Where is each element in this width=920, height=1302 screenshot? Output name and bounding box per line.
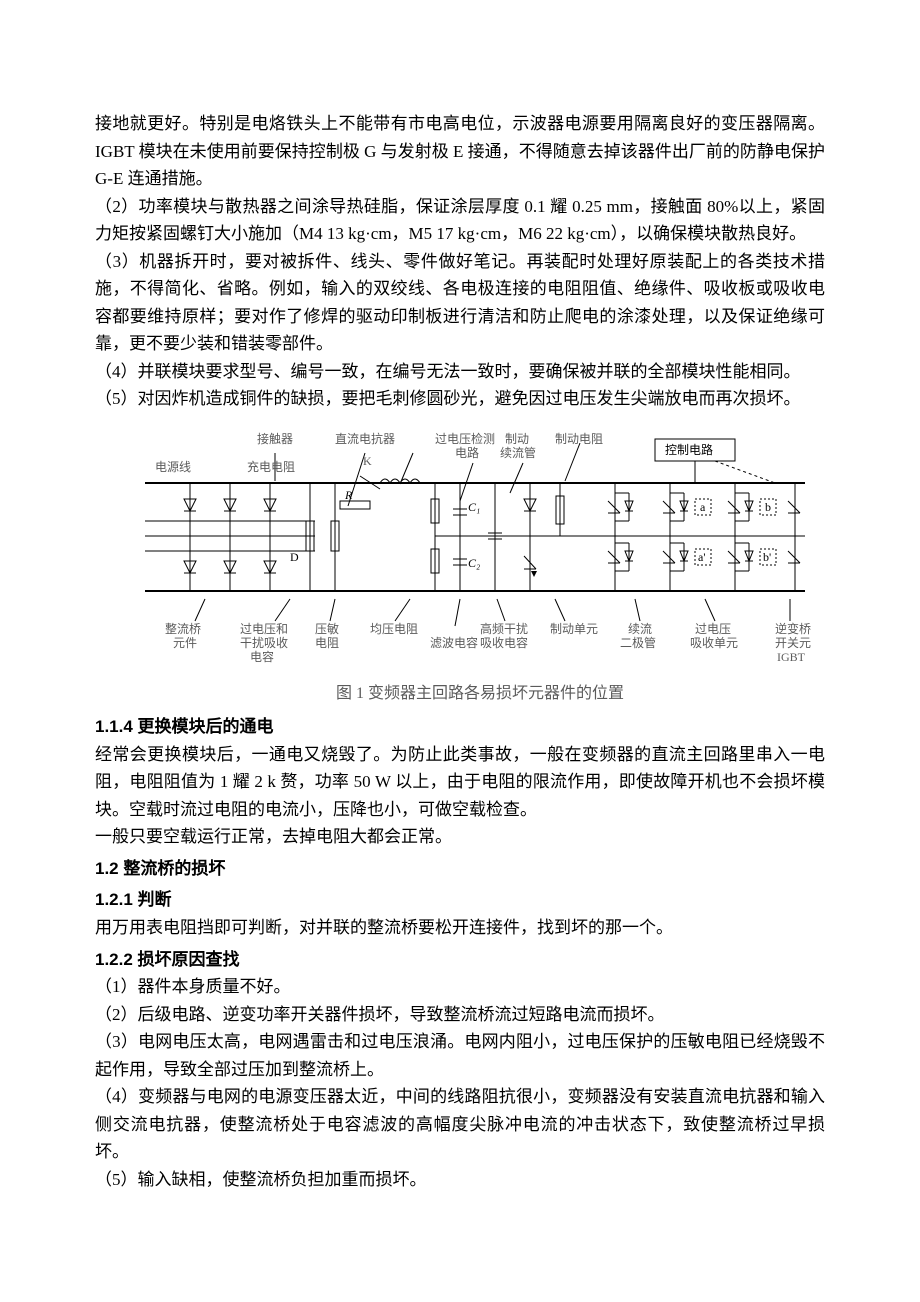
svg-text:压敏: 压敏: [315, 621, 339, 636]
varistor: [331, 483, 339, 591]
svg-text:过电压: 过电压: [695, 622, 731, 636]
svg-text:逆变桥: 逆变桥: [775, 621, 811, 636]
balance-col: [431, 483, 439, 591]
label-R: R: [344, 488, 353, 502]
paragraph: （4）变频器与电网的电源变压器太近，中间的线路阻抗很小，变频器没有安装直流电抗器…: [95, 1083, 825, 1166]
label-ov-detect: 过电压检测: [435, 431, 495, 446]
svg-text:干扰吸收: 干扰吸收: [240, 636, 288, 650]
circuit-diagram: 电源线 接触器 充电电阻 直流电抗器 K 过电压检测 电路 制动 续流管 制动电…: [135, 421, 815, 671]
paragraph: （3）机器拆开时，要对被拆件、线头、零件做好笔记。再装配时处理好原装配上的各类技…: [95, 248, 825, 358]
document-page: 接地就更好。特别是电烙铁头上不能带有市电高电位，示波器电源要用隔离良好的变压器隔…: [0, 0, 920, 1253]
svg-text:整流桥: 整流桥: [165, 621, 201, 636]
svg-text:电容: 电容: [250, 649, 274, 664]
label-K: K: [363, 454, 372, 468]
paragraph: （5）输入缺相，使整流桥负担加重而损坏。: [95, 1166, 825, 1194]
svg-text:a': a': [698, 550, 706, 564]
svg-text:b': b': [763, 550, 771, 564]
brake-resistor: [556, 483, 564, 536]
figure-1: 电源线 接触器 充电电阻 直流电抗器 K 过电压检测 电路 制动 续流管 制动电…: [95, 421, 825, 707]
svg-text:制动单元: 制动单元: [550, 622, 598, 636]
paragraph: 经常会更换模块后，一通电又烧毁了。为防止此类事故，一般在变频器的直流主回路里串入…: [95, 741, 825, 824]
paragraph: （5）对因炸机造成铜件的缺损，要把毛刺修圆砂光，避免因过电压发生尖端放电而再次损…: [95, 385, 825, 413]
paragraph: （2）后级电路、逆变功率开关器件损坏，导致整流桥流过短路电流而损坏。: [95, 1001, 825, 1029]
heading-1-2-2: 1.2.2 损坏原因查找: [95, 946, 825, 974]
paragraph: （3）电网电压太高，电网遇雷击和过电压浪涌。电网内阻小，过电压保护的压敏电阻已经…: [95, 1028, 825, 1083]
label-dc-reactor: 直流电抗器: [335, 431, 395, 446]
svg-text:元件: 元件: [173, 636, 197, 650]
svg-text:滤波电容: 滤波电容: [430, 635, 478, 650]
inverter-legs: a a' b b': [608, 483, 800, 591]
figure-caption: 图 1 变频器主回路各易损坏元器件的位置: [135, 681, 825, 707]
ov-snubber: [306, 483, 314, 591]
label-brake-fw: 制动: [505, 432, 529, 446]
label-D: D: [290, 550, 299, 564]
paragraph: 接地就更好。特别是电烙铁头上不能带有市电高电位，示波器电源要用隔离良好的变压器隔…: [95, 110, 825, 193]
svg-text:a: a: [700, 500, 706, 514]
svg-text:高频干扰: 高频干扰: [480, 621, 528, 636]
label-C1: C₁: [468, 500, 480, 514]
svg-text:吸收电容: 吸收电容: [480, 635, 528, 650]
brake-unit: [524, 483, 537, 591]
label-charge-res: 充电电阻: [247, 459, 295, 474]
label-brake-res: 制动电阻: [555, 432, 603, 446]
filter-caps: C₁ C₂: [453, 483, 480, 591]
heading-1-1-4: 1.1.4 更换模块后的通电: [95, 713, 825, 741]
svg-text:电路: 电路: [455, 445, 479, 460]
label-power-line: 电源线: [155, 460, 191, 474]
svg-text:吸收单元: 吸收单元: [690, 636, 738, 650]
paragraph: （2）功率模块与散热器之间涂导热硅脂，保证涂层厚度 0.1 耀 0.25 mm，…: [95, 193, 825, 248]
svg-text:开关元: 开关元: [775, 636, 811, 650]
label-contactor: 接触器: [257, 431, 293, 446]
svg-text:电阻: 电阻: [315, 636, 339, 650]
heading-1-2-1: 1.2.1 判断: [95, 886, 825, 914]
paragraph: （4）并联模块要求型号、编号一致，在编号无法一致时，要确保被并联的全部模块性能相…: [95, 358, 825, 386]
label-C2: C₂: [468, 556, 480, 570]
heading-1-2: 1.2 整流桥的损坏: [95, 855, 825, 883]
paragraph: （1）器件本身质量不好。: [95, 973, 825, 1001]
svg-text:过电压和: 过电压和: [240, 622, 288, 636]
label-ctrl: 控制电路: [665, 442, 713, 457]
svg-text:均压电阻: 均压电阻: [370, 622, 418, 636]
svg-text:二极管: 二极管: [620, 635, 656, 650]
paragraph: 用万用表电阻挡即可判断，对并联的整流桥要松开连接件，找到坏的那一个。: [95, 914, 825, 942]
svg-text:续流管: 续流管: [500, 445, 536, 460]
rectifier-bridge: [184, 483, 276, 591]
hf-snubber: [488, 483, 502, 591]
svg-text:IGBT: IGBT: [777, 650, 806, 664]
svg-text:b: b: [765, 500, 771, 514]
svg-text:续流: 续流: [628, 622, 652, 636]
paragraph: 一般只要空载运行正常，去掉电阻大都会正常。: [95, 823, 825, 851]
